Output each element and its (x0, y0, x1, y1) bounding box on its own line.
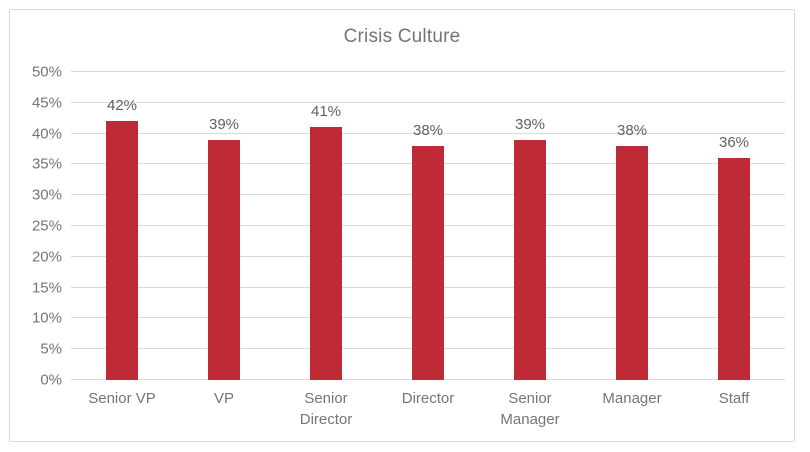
bar: 36% (718, 134, 750, 380)
bar-slot: 39% (479, 72, 581, 380)
y-tick-label: 40% (31, 125, 62, 143)
bar-value-label: 39% (208, 115, 240, 133)
x-tick-label: Senior Director (299, 390, 353, 428)
x-tick-label: VP (213, 390, 234, 407)
bar: 39% (514, 116, 546, 380)
y-tick-label: 15% (31, 279, 62, 297)
bar-slot: 42% (71, 72, 173, 380)
y-axis: 0% 5% 10% 15% 20% 25% 30% 35% 40% 45% 50% (10, 64, 68, 389)
gridline (71, 71, 785, 72)
bar-value-label: 36% (718, 134, 750, 152)
bar-value-label: 38% (616, 121, 648, 139)
bar: 38% (412, 122, 444, 380)
x-tick-label: Staff (718, 390, 750, 407)
bar-value-label: 41% (310, 103, 342, 121)
bar-slot: 38% (377, 72, 479, 380)
bar: 41% (310, 103, 342, 380)
x-tick-label: Senior Manager (500, 390, 560, 428)
y-tick-label: 50% (31, 63, 62, 81)
x-tick-label: Director (401, 390, 455, 407)
chart-card: Crisis Culture 0% 5% 10% 15% 20% 25% 30% 35% 40%… (9, 9, 795, 442)
plot-area: 42% 39% 41% 38% 39% 38% 36% (71, 71, 785, 380)
bar-slot: 41% (275, 72, 377, 380)
x-axis: Senior VP VP Senior Director Director Senior… (71, 388, 785, 430)
bar-slot: 39% (173, 72, 275, 380)
y-tick-label: 10% (31, 309, 62, 327)
bar: 42% (106, 97, 138, 380)
y-tick-label: 30% (31, 186, 62, 204)
y-tick-label: 25% (31, 217, 62, 235)
gridline (71, 132, 785, 134)
bar-value-label: 42% (106, 97, 138, 115)
bar-slot: 38% (581, 72, 683, 380)
bar: 38% (616, 122, 648, 380)
y-tick-label: 35% (31, 155, 62, 173)
y-tick-label: 0% (40, 371, 62, 389)
x-tick-label: Senior VP (88, 390, 156, 407)
y-tick-label: 5% (40, 340, 62, 358)
bar: 39% (208, 116, 240, 380)
bar-value-label: 39% (514, 115, 546, 133)
bar-value-label: 38% (412, 121, 444, 139)
gridline (71, 101, 785, 103)
x-tick-label: Manager (602, 390, 662, 407)
bar-series: 42% 39% 41% 38% 39% 38% 36% (71, 72, 785, 380)
y-tick-label: 20% (31, 248, 62, 266)
y-tick-label: 45% (31, 94, 62, 112)
bar-slot: 36% (683, 72, 785, 380)
chart-title: Crisis Culture (343, 26, 461, 47)
